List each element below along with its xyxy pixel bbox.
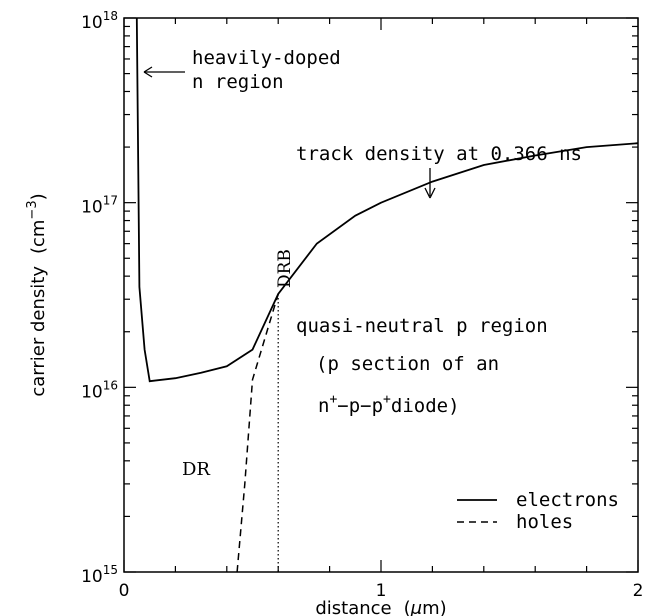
legend-electrons-label: electrons xyxy=(516,489,619,511)
legend-holes-label: holes xyxy=(516,511,573,533)
y-tick-label-1e16: 1016 xyxy=(81,378,118,402)
x-tick-label-2: 2 xyxy=(633,581,644,601)
track-density-label: track density at 0.366 ns xyxy=(296,143,582,165)
drb-label: DRB xyxy=(275,249,295,288)
holes-series-line xyxy=(236,293,279,573)
track-density-arrow-head xyxy=(424,187,436,199)
heavily-doped-arrow-head xyxy=(143,66,153,78)
y-tick-label-1e17: 1017 xyxy=(81,194,118,218)
diode-label: n+−p−p+diode) xyxy=(318,392,460,417)
heavily-doped-label-line1: heavily-doped xyxy=(192,47,341,69)
quasi-neutral-label-line2: (p section of an xyxy=(316,353,499,375)
x-axis-label: distance (μm) xyxy=(315,598,446,616)
tick-marks xyxy=(123,17,639,573)
x-tick-label-0: 0 xyxy=(119,581,130,601)
legend: electrons holes xyxy=(457,489,619,533)
y-tick-label-1e18: 1018 xyxy=(81,9,118,33)
y-tick-label-1e15: 1015 xyxy=(81,563,118,587)
x-tick-label-1: 1 xyxy=(376,581,387,601)
quasi-neutral-label-line1: quasi-neutral p region xyxy=(296,315,548,337)
y-axis-label: carrier density(cm−3) xyxy=(25,193,49,396)
dr-label: DR xyxy=(182,459,210,480)
heavily-doped-label-line2: n region xyxy=(192,71,284,93)
